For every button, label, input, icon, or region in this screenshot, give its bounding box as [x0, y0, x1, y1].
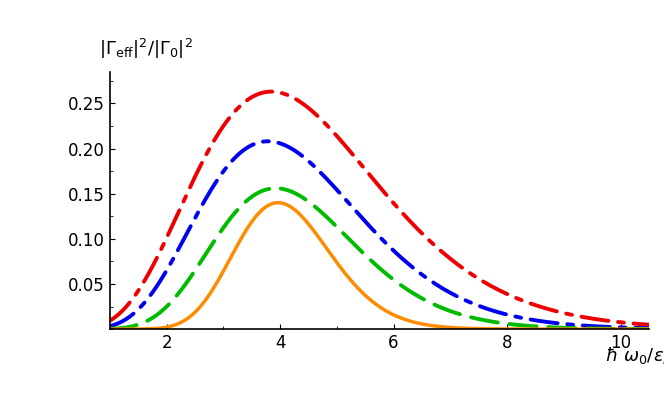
Text: $|\Gamma_{\rm eff}|^2/|\Gamma_0|^2$: $|\Gamma_{\rm eff}|^2/|\Gamma_0|^2$ — [99, 37, 193, 61]
X-axis label: $\hbar\ \omega_0/\epsilon_F$: $\hbar\ \omega_0/\epsilon_F$ — [605, 345, 664, 366]
